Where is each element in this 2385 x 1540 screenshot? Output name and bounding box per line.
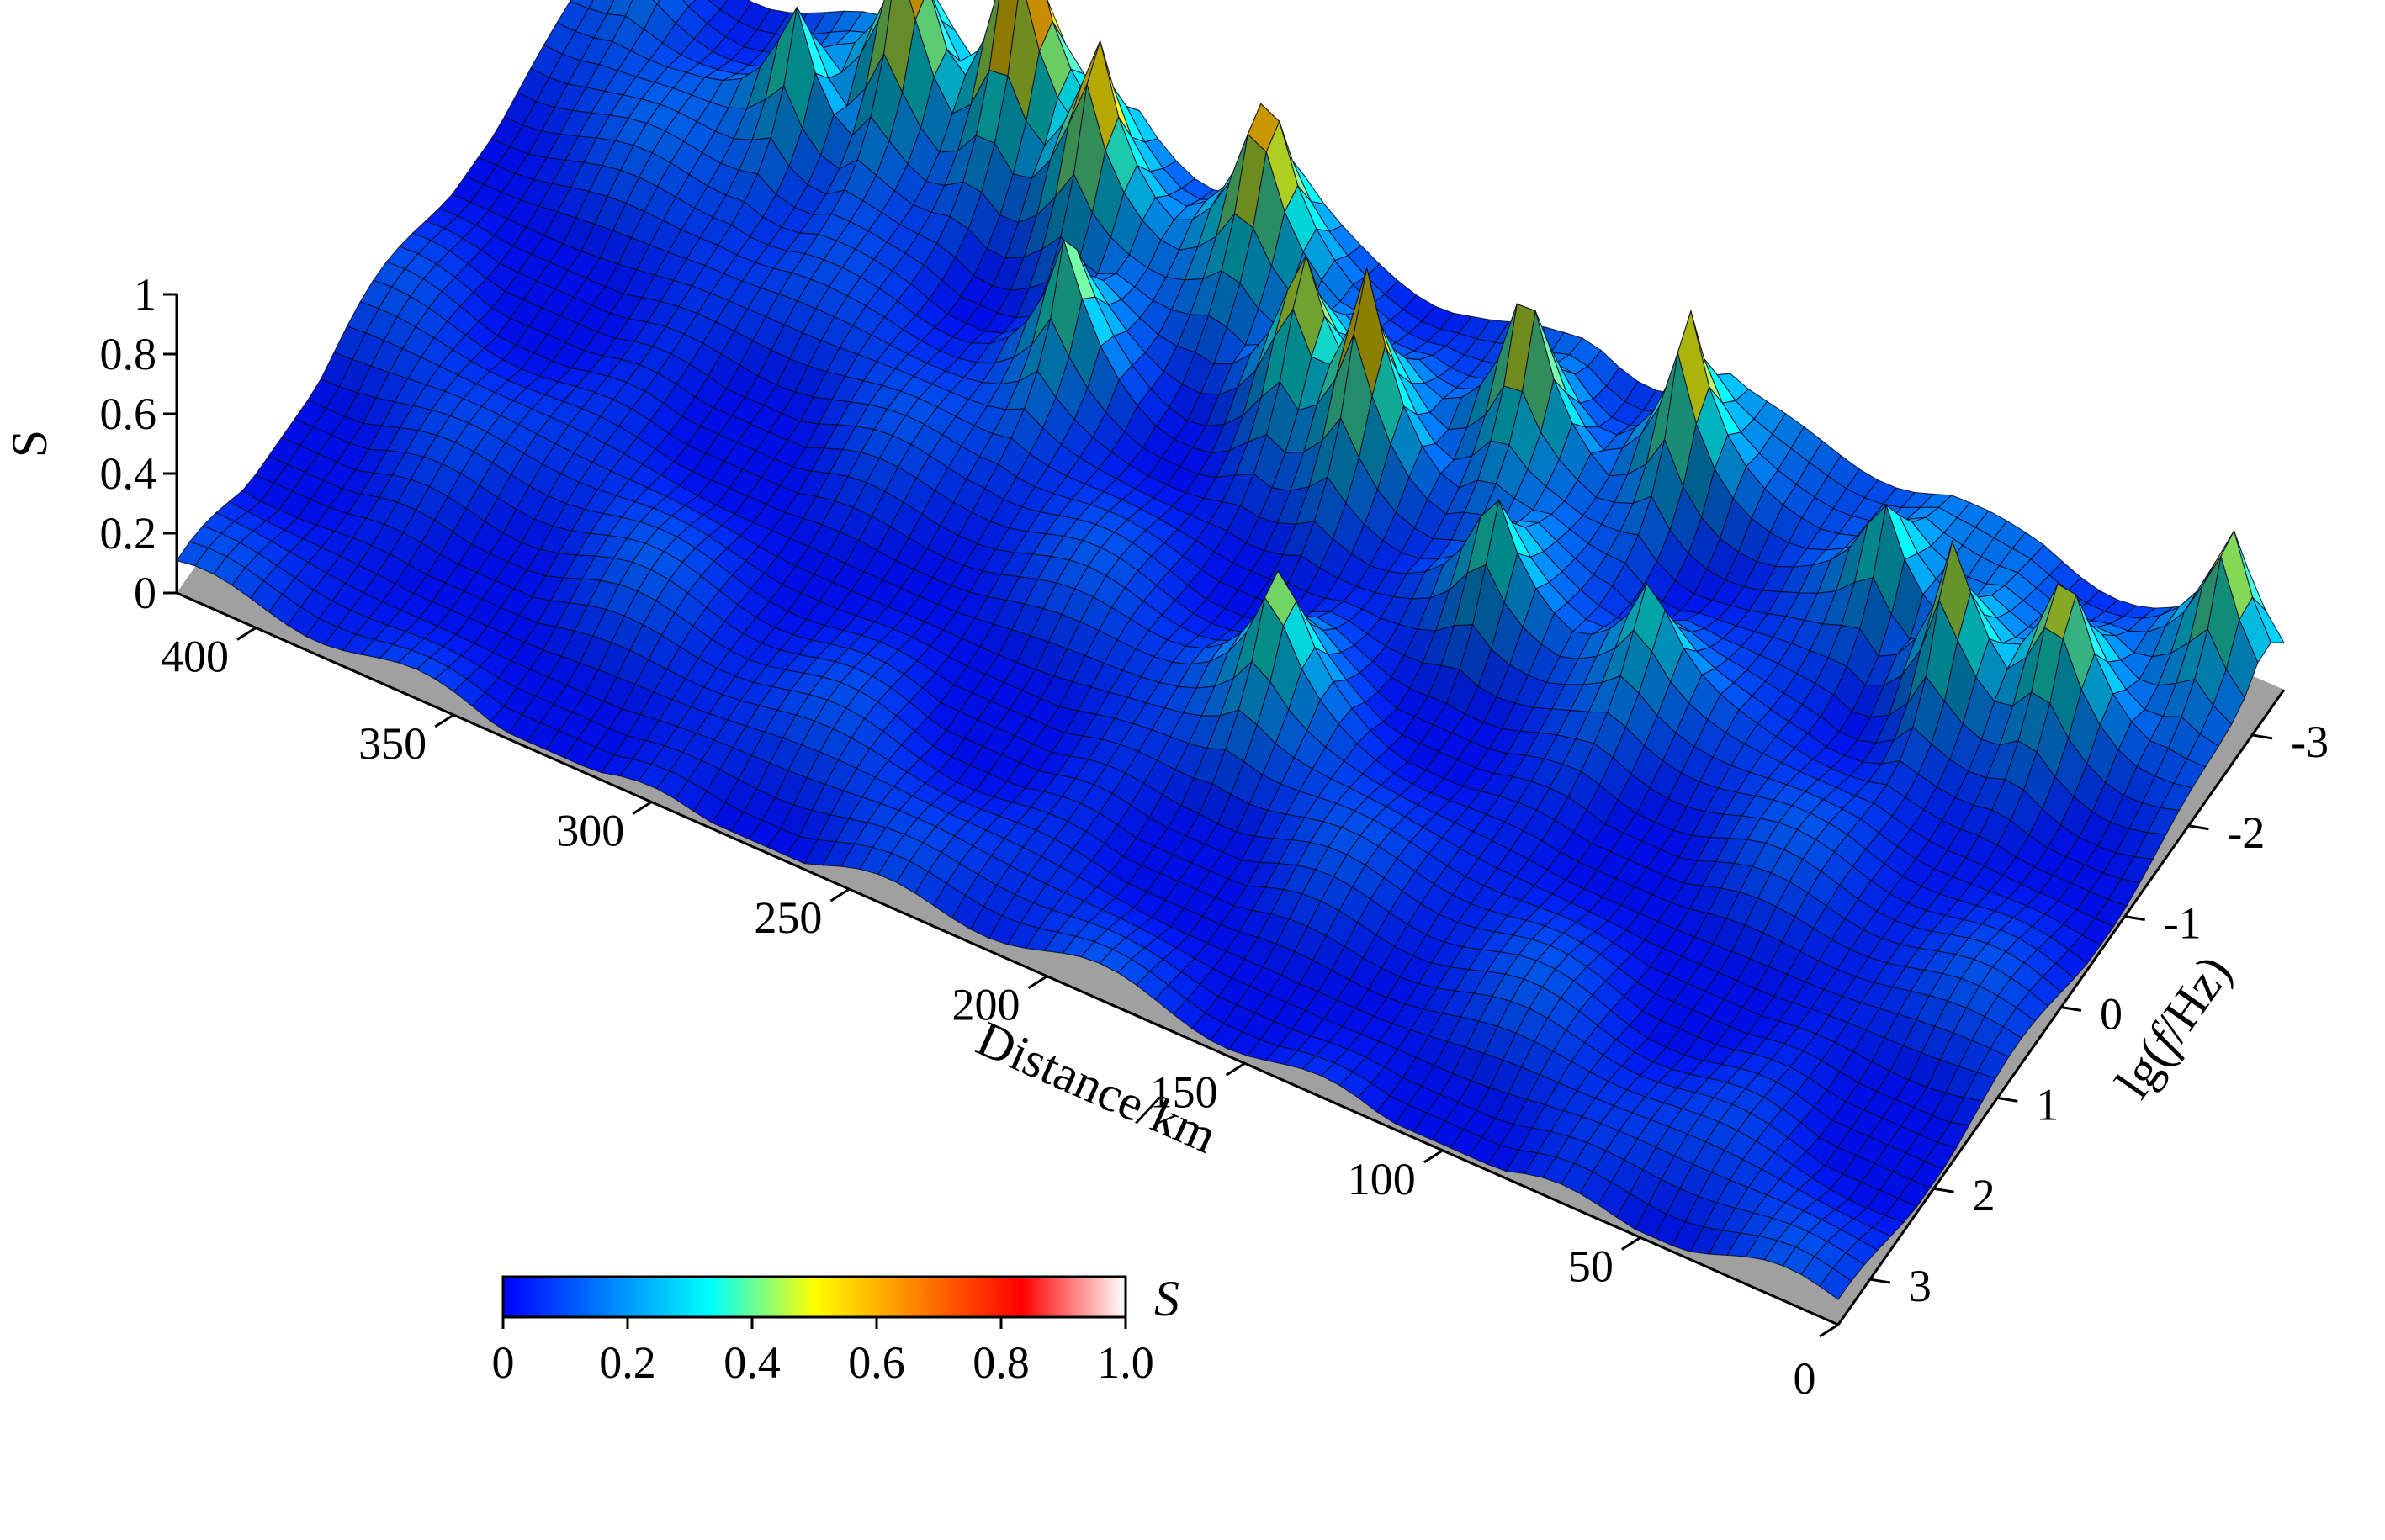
distance-tick-mark — [1423, 1149, 1444, 1164]
colorbar-tick-label: 0.8 — [973, 1337, 1030, 1388]
distance-tick-label: 400 — [161, 631, 229, 681]
surface-cell — [682, 0, 697, 8]
frequency-tick-mark — [2188, 824, 2209, 831]
frequency-tick-mark — [2124, 915, 2145, 922]
distance-tick-label: 300 — [556, 806, 624, 856]
frequency-tick-label: 0 — [2100, 989, 2123, 1040]
distance-tick-label: 100 — [1348, 1154, 1416, 1204]
s-tick-label: 0.6 — [100, 389, 157, 439]
distance-tick-mark — [434, 713, 454, 728]
distance-tick-mark — [236, 627, 257, 641]
surface-cell — [909, 0, 925, 22]
distance-tick-label: 50 — [1568, 1241, 1614, 1291]
distance-tick-mark — [829, 887, 851, 902]
s-tick-label: 0 — [134, 568, 156, 618]
s-axis-label: S — [2, 430, 57, 458]
colorbar-tick-label: 0.6 — [848, 1337, 905, 1388]
distance-tick-mark — [1819, 1323, 1839, 1338]
distance-tick-label: 150 — [1150, 1066, 1218, 1117]
frequency-axis-label: lg(f/Hz) — [2105, 945, 2242, 1108]
colorbar-tick-label: 1.0 — [1097, 1337, 1154, 1388]
colorbar-label: S — [1154, 1271, 1179, 1326]
frequency-tick-mark — [2251, 733, 2273, 740]
distance-tick-label: 200 — [952, 980, 1020, 1030]
frequency-tick-mark — [1997, 1096, 2018, 1103]
surface-layer — [176, 0, 2285, 1300]
frequency-tick-mark — [1933, 1187, 1954, 1193]
frequency-tick-label: -2 — [2227, 807, 2265, 858]
s-tick-label: 0.8 — [100, 329, 157, 379]
s-tick-label: 0.4 — [100, 448, 157, 499]
distance-tick-label: 350 — [358, 718, 427, 769]
frequency-tick-mark — [2060, 1006, 2082, 1012]
distance-tick-mark — [1621, 1236, 1641, 1251]
colorbar-tick-label: 0 — [492, 1337, 515, 1388]
s-tick-label: 0.2 — [100, 508, 157, 558]
distance-tick-mark — [1225, 1062, 1246, 1077]
distance-tick-mark — [1027, 975, 1048, 989]
frequency-tick-label: -1 — [2164, 898, 2202, 949]
frequency-tick-label: 2 — [1973, 1170, 1995, 1220]
colorbar-tick-label: 0.4 — [723, 1337, 781, 1388]
colorbar-layer: 0 0.2 0.4 0.6 0.8 1.0S — [492, 1271, 1180, 1388]
s-tick-label: 1 — [134, 269, 156, 320]
surface-cell — [1819, 1267, 1852, 1300]
frequency-tick-label: 1 — [2036, 1079, 2059, 1130]
distance-origin-label: 0 — [1794, 1353, 1816, 1404]
frequency-tick-label: 3 — [1909, 1261, 1932, 1311]
surface-cell — [652, 0, 660, 5]
colorbar-tick-label: 0.2 — [599, 1337, 656, 1388]
frequency-tick-label: -3 — [2291, 717, 2329, 767]
surface-cell — [708, 0, 728, 11]
colorbar-rect — [501, 1275, 1127, 1319]
distance-tick-mark — [632, 801, 653, 815]
frequency-tick-mark — [1869, 1278, 1891, 1284]
distance-tick-label: 250 — [754, 892, 822, 943]
